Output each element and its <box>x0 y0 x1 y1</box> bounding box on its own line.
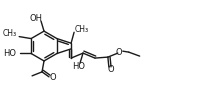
Text: HO: HO <box>3 49 16 58</box>
Text: CH₃: CH₃ <box>75 25 89 34</box>
Text: HO: HO <box>73 62 85 71</box>
Text: O: O <box>116 48 122 57</box>
Text: O: O <box>50 73 56 82</box>
Text: OH: OH <box>30 14 43 23</box>
Text: O: O <box>108 64 114 74</box>
Text: CH₃: CH₃ <box>3 29 17 38</box>
